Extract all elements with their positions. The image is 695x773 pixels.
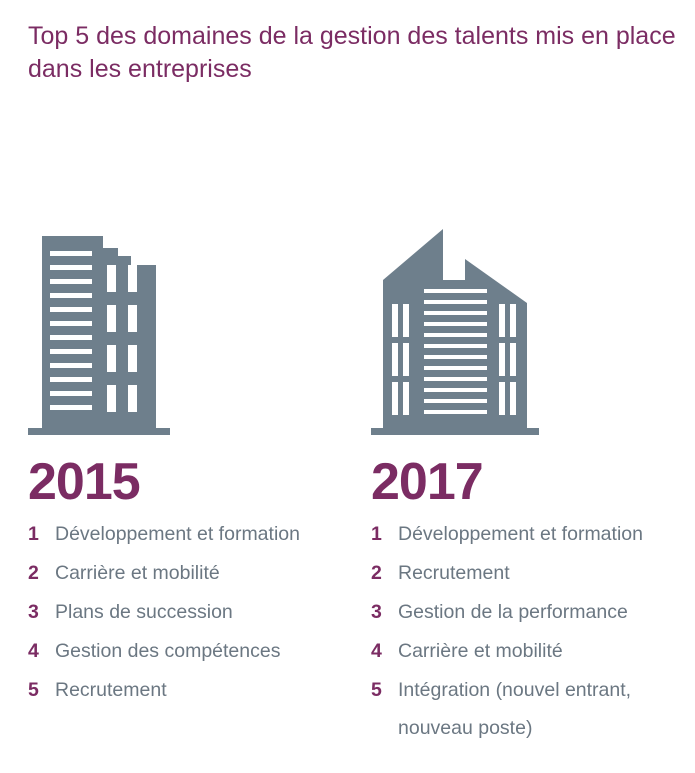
list-item: 5 Intégration (nouvel entrant, nouveau po… — [371, 671, 671, 747]
rank-number: 2 — [28, 562, 39, 584]
list-item: 4 Carrière et mobilité — [371, 632, 671, 671]
list-item: 5 Recrutement — [28, 671, 300, 710]
item-label: Plans de succession — [55, 601, 233, 623]
item-label: Gestion des compétences — [55, 640, 281, 662]
year-label: 2017 — [371, 453, 484, 511]
item-label: Développement et formation — [55, 523, 300, 545]
item-label: Gestion de la performance — [398, 601, 628, 623]
rank-number: 2 — [371, 562, 382, 584]
rank-number: 3 — [371, 601, 382, 623]
rank-number: 3 — [28, 601, 39, 623]
rank-number: 5 — [371, 679, 382, 701]
list-item: 4 Gestion des compétences — [28, 632, 300, 671]
rank-number: 4 — [371, 640, 382, 662]
ranking-list: 1 Développement et formation 2 Recrutement… — [371, 515, 671, 747]
rank-number: 4 — [28, 640, 39, 662]
item-label: Recrutement — [398, 562, 510, 584]
list-item: 2 Recrutement — [371, 554, 671, 593]
ranking-list: 1 Développement et formation 2 Carrière et… — [28, 515, 300, 710]
item-label: Carrière et mobilité — [398, 640, 563, 662]
list-item: 2 Carrière et mobilité — [28, 554, 300, 593]
year-label: 2015 — [28, 453, 141, 511]
item-label: Carrière et mobilité — [55, 562, 220, 584]
item-label: Intégration (nouvel entrant, nouveau pos… — [398, 679, 632, 739]
rank-number: 1 — [28, 523, 39, 545]
modern-building-icon — [371, 229, 539, 435]
page-title: Top 5 des domaines de la gestion des tal… — [28, 22, 676, 83]
list-item: 3 Gestion de la performance — [371, 593, 671, 632]
list-item: 1 Développement et formation — [371, 515, 671, 554]
item-label: Recrutement — [55, 679, 167, 701]
item-label: Développement et formation — [398, 523, 643, 545]
rank-number: 1 — [371, 523, 382, 545]
list-item: 1 Développement et formation — [28, 515, 300, 554]
list-item: 3 Plans de succession — [28, 593, 300, 632]
office-building-icon — [28, 236, 170, 435]
rank-number: 5 — [28, 679, 39, 701]
